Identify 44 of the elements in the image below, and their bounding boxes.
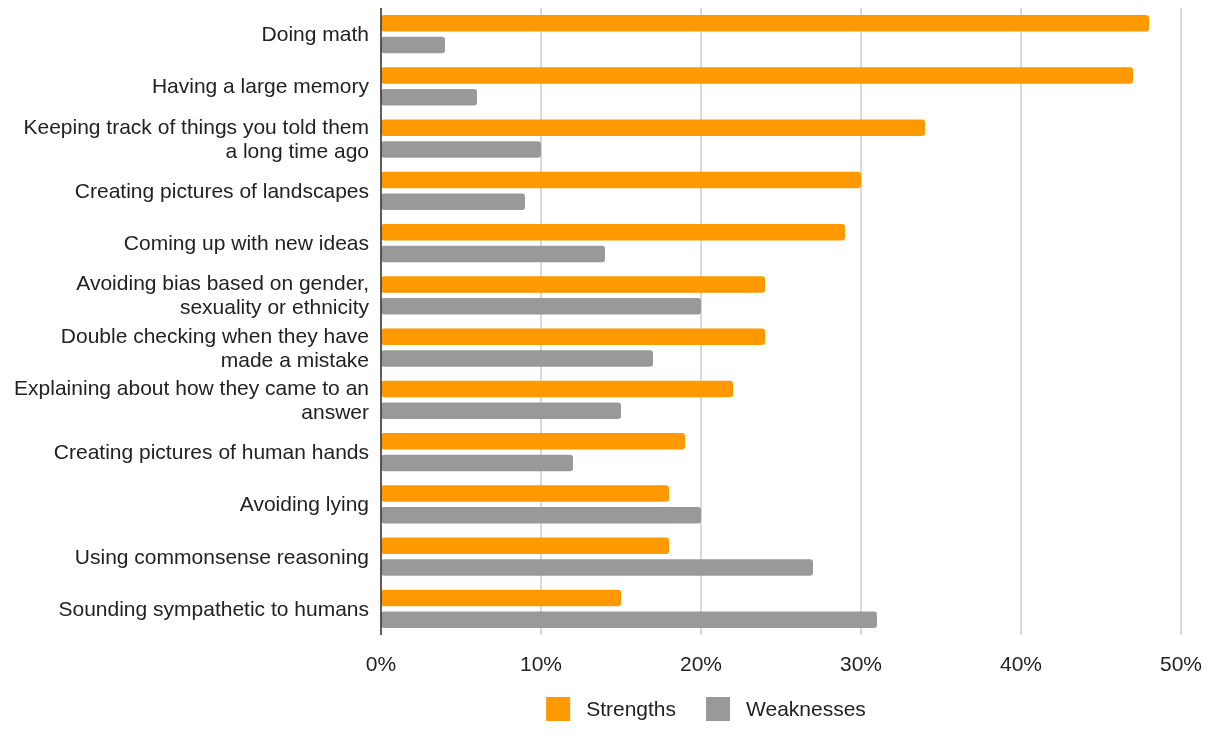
bar: [381, 611, 877, 629]
x-tick-label: 0%: [365, 652, 397, 675]
y-tick-label: Creating pictures of landscapes: [74, 178, 369, 202]
y-tick-label: Double checking when they have made a mistake: [60, 323, 369, 371]
bar: [381, 245, 605, 263]
y-tick-label: Creating pictures of human hands: [53, 440, 369, 464]
x-tick-label: 20%: [679, 652, 723, 675]
legend-label: Strengths: [586, 697, 677, 720]
y-tick-label: Avoiding lying: [239, 492, 369, 516]
bar: [381, 537, 669, 554]
bar: [381, 350, 653, 367]
bar: [381, 507, 701, 524]
bar: [381, 485, 669, 502]
bar: [381, 276, 765, 293]
y-tick-label: Avoiding bias based on gender, sexuality or ethnicity: [76, 271, 370, 319]
bar: [381, 119, 925, 136]
bar: [381, 89, 477, 106]
y-tick-label: Explaining about how they came to an answer: [14, 375, 369, 423]
x-tick-label: 40%: [999, 652, 1043, 675]
bar: [381, 141, 541, 158]
x-tick-label: 10%: [519, 652, 563, 675]
bar: [381, 223, 845, 241]
bar: [381, 559, 813, 576]
bar: [381, 36, 445, 54]
y-tick-label: Coming up with new ideas: [123, 231, 369, 255]
y-tick-label: Having a large memory: [151, 74, 370, 98]
bar: [381, 380, 733, 398]
bar: [381, 67, 1133, 84]
bar: [381, 298, 701, 315]
legend-label: Weaknesses: [746, 697, 866, 720]
bar: [381, 402, 621, 420]
bar: [381, 328, 765, 345]
bar: [381, 171, 861, 189]
y-tick-label: Keeping track of things you told them a long time ago: [23, 114, 369, 162]
x-tick-label: 30%: [839, 652, 883, 675]
bar: [381, 14, 1149, 32]
y-tick-label: Sounding sympathetic to humans: [58, 596, 369, 620]
bar: [381, 193, 525, 211]
y-tick-label: Doing math: [261, 22, 369, 46]
bar: [381, 454, 573, 472]
y-tick-label: Using commonsense reasoning: [74, 544, 369, 568]
bar: [381, 432, 685, 450]
x-tick-label: 50%: [1159, 652, 1203, 675]
bar: [381, 589, 621, 607]
